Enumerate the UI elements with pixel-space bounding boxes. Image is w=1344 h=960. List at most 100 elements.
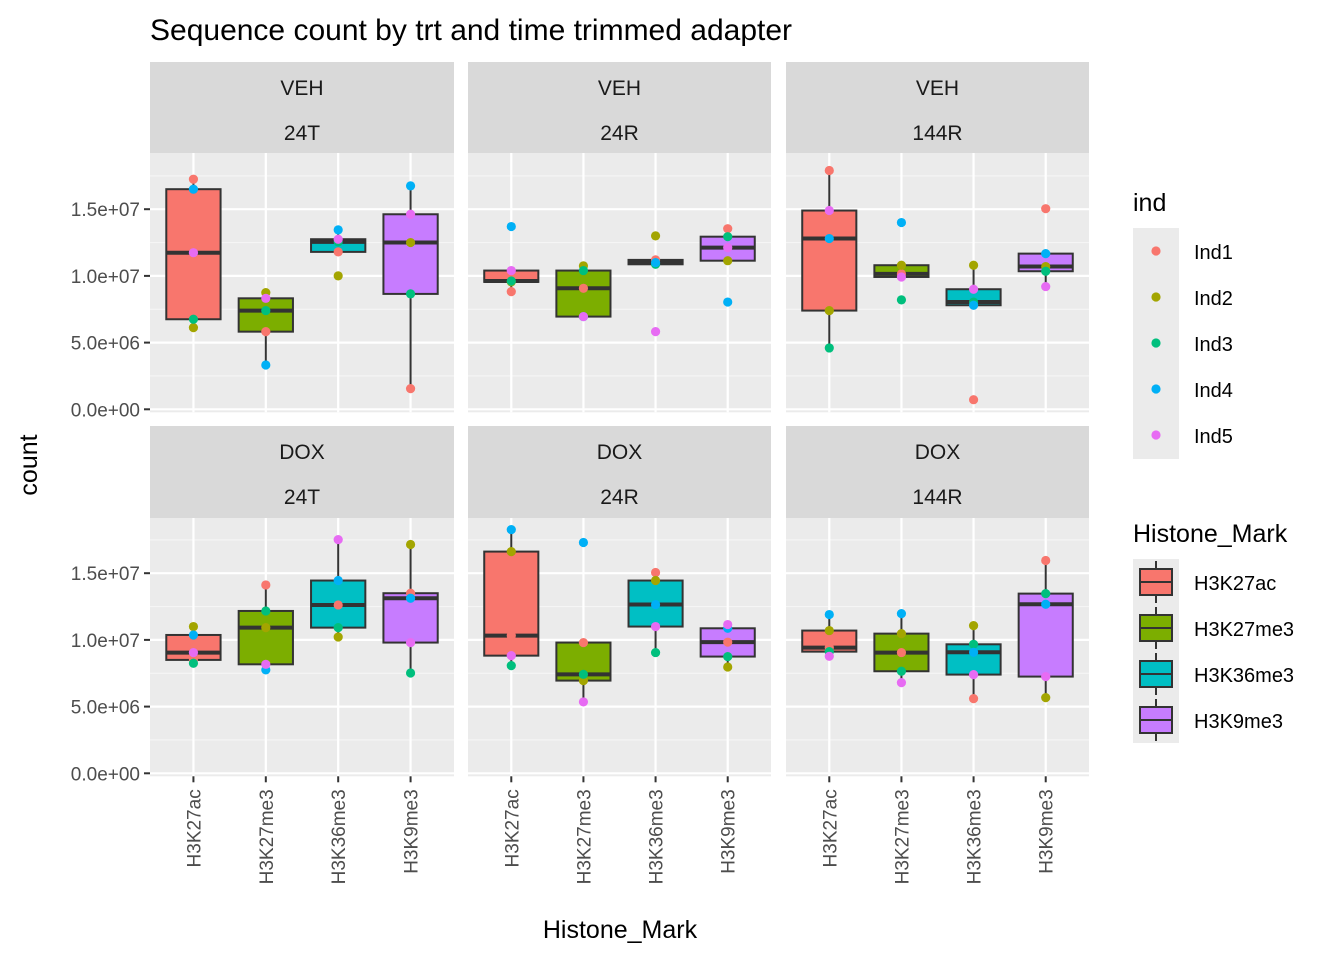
data-point-ind4 bbox=[188, 630, 199, 640]
data-point-ind4 bbox=[333, 575, 343, 586]
data-point-ind1 bbox=[333, 247, 343, 257]
x-tick-label: H3K27me3 bbox=[257, 789, 278, 884]
data-point-ind2 bbox=[188, 323, 199, 333]
x-tick-label: H3K36me3 bbox=[647, 789, 668, 884]
data-point-ind3 bbox=[188, 658, 199, 668]
x-tick-label: H3K27me3 bbox=[892, 789, 913, 884]
data-point-ind4 bbox=[1041, 599, 1051, 609]
data-point-ind2 bbox=[896, 629, 907, 639]
data-point-ind3 bbox=[578, 669, 589, 679]
data-point-ind5 bbox=[650, 621, 661, 632]
boxplot-h3k36me3 bbox=[310, 225, 367, 281]
box bbox=[382, 213, 439, 295]
y-axis-title: count bbox=[15, 434, 43, 495]
data-point-ind5 bbox=[824, 651, 834, 661]
legend-ind-title: ind bbox=[1133, 189, 1166, 217]
data-point-ind5 bbox=[578, 697, 589, 707]
data-point-ind3 bbox=[405, 668, 416, 678]
data-point-ind3 bbox=[261, 606, 271, 616]
data-point-ind4 bbox=[405, 593, 416, 603]
boxplot-h3k27me3 bbox=[555, 537, 612, 707]
y-tick-label: 1.0e+07 bbox=[71, 631, 140, 652]
x-tick-label: H3K27ac bbox=[502, 789, 523, 867]
data-point-ind3 bbox=[968, 639, 979, 649]
data-point-ind5 bbox=[968, 284, 979, 294]
facet-strip bbox=[786, 426, 1089, 518]
data-point-ind1 bbox=[506, 631, 516, 641]
y-tick-label: 0.0e+00 bbox=[71, 400, 140, 421]
legend-histone-mark-title: Histone_Mark bbox=[1133, 520, 1288, 548]
data-point-ind2 bbox=[261, 623, 271, 633]
data-point-ind1 bbox=[405, 384, 416, 394]
legend-label-ind3: Ind3 bbox=[1194, 334, 1233, 356]
boxplot-h3k27ac bbox=[483, 524, 540, 671]
data-point-ind5 bbox=[506, 651, 516, 661]
x-axes: H3K27ac H3K27me3 H3K36me3 H3K9me3 H3K27ac H3K… bbox=[184, 776, 1058, 884]
data-point-ind5 bbox=[405, 209, 416, 219]
legend-key-h3k36me3 bbox=[1139, 653, 1173, 695]
data-point-ind2 bbox=[824, 625, 834, 636]
legend-label-h3k27ac: H3K27ac bbox=[1194, 573, 1276, 595]
strip-label-time: 144R bbox=[912, 486, 962, 509]
strip-label-time: 24R bbox=[600, 486, 639, 509]
strip-label-time: 144R bbox=[912, 122, 962, 145]
legend-key-ind5 bbox=[1151, 430, 1161, 440]
y-tick-label: 0.0e+00 bbox=[71, 764, 140, 785]
boxplot-h3k36me3 bbox=[627, 231, 684, 337]
data-point-ind3 bbox=[824, 343, 834, 353]
boxplot-h3k27ac bbox=[165, 621, 222, 668]
boxplot-h3k9me3 bbox=[1017, 555, 1074, 703]
data-point-ind2 bbox=[188, 621, 199, 632]
data-point-ind3 bbox=[506, 661, 516, 671]
x-tick-label: H3K27ac bbox=[184, 789, 205, 867]
legend-ind: ind Ind1 Ind2 Ind3 Ind4 Ind5 bbox=[1133, 189, 1233, 459]
data-point-ind5 bbox=[333, 234, 343, 244]
boxplot-h3k36me3 bbox=[945, 621, 1002, 704]
facet-strip bbox=[150, 62, 454, 153]
data-point-ind2 bbox=[723, 256, 733, 266]
data-point-ind2 bbox=[1041, 693, 1051, 703]
legend-key-ind4 bbox=[1151, 384, 1161, 394]
legend-key-ind1 bbox=[1151, 246, 1161, 256]
boxplot-h3k9me3 bbox=[382, 181, 439, 394]
legend-key-h3k9me3 bbox=[1139, 699, 1173, 741]
data-point-ind1 bbox=[1041, 204, 1051, 214]
data-point-ind4 bbox=[896, 217, 907, 228]
data-point-ind5 bbox=[896, 677, 907, 688]
data-point-ind1 bbox=[333, 600, 343, 610]
data-point-ind4 bbox=[968, 647, 979, 657]
data-point-ind1 bbox=[824, 165, 834, 176]
chart-title: Sequence count by trt and time trimmed a… bbox=[150, 14, 792, 47]
boxplot-h3k27ac bbox=[165, 174, 222, 333]
data-point-ind3 bbox=[723, 232, 733, 242]
data-point-ind2 bbox=[968, 621, 979, 631]
data-point-ind1 bbox=[1041, 555, 1051, 566]
facet-panel-dox-24t: DOX 24T bbox=[150, 426, 454, 777]
data-point-ind1 bbox=[261, 580, 271, 590]
data-point-ind4 bbox=[261, 360, 271, 370]
facet-strip bbox=[468, 426, 771, 518]
data-point-ind5 bbox=[333, 534, 343, 545]
y-tick-label: 1.0e+07 bbox=[71, 267, 140, 288]
data-point-ind5 bbox=[261, 659, 271, 669]
data-point-ind4 bbox=[506, 221, 516, 232]
data-point-ind1 bbox=[896, 647, 907, 658]
data-point-ind4 bbox=[578, 537, 589, 548]
boxplot-h3k27ac bbox=[483, 221, 540, 297]
y-tick-label: 1.5e+07 bbox=[71, 564, 140, 585]
legend-key-ind3 bbox=[1151, 338, 1161, 348]
data-point-ind2 bbox=[405, 237, 416, 248]
boxplot-h3k27me3 bbox=[237, 287, 294, 370]
x-tick-label: H3K9me3 bbox=[1037, 789, 1058, 874]
strip-label-trt: VEH bbox=[916, 77, 959, 100]
legend-label-h3k27me3: H3K27me3 bbox=[1194, 619, 1294, 641]
legend-label-h3k36me3: H3K36me3 bbox=[1194, 665, 1294, 687]
data-point-ind3 bbox=[723, 651, 733, 662]
boxplot-h3k27me3 bbox=[237, 580, 294, 675]
y-tick-label: 5.0e+06 bbox=[71, 334, 140, 355]
data-point-ind4 bbox=[824, 233, 834, 244]
boxplot-h3k36me3 bbox=[627, 567, 684, 658]
x-tick-label: H3K27ac bbox=[820, 789, 841, 867]
legend-histone-mark: Histone_Mark H3K27ac H3K27me3 H3K36me3 H3K9… bbox=[1133, 520, 1294, 743]
